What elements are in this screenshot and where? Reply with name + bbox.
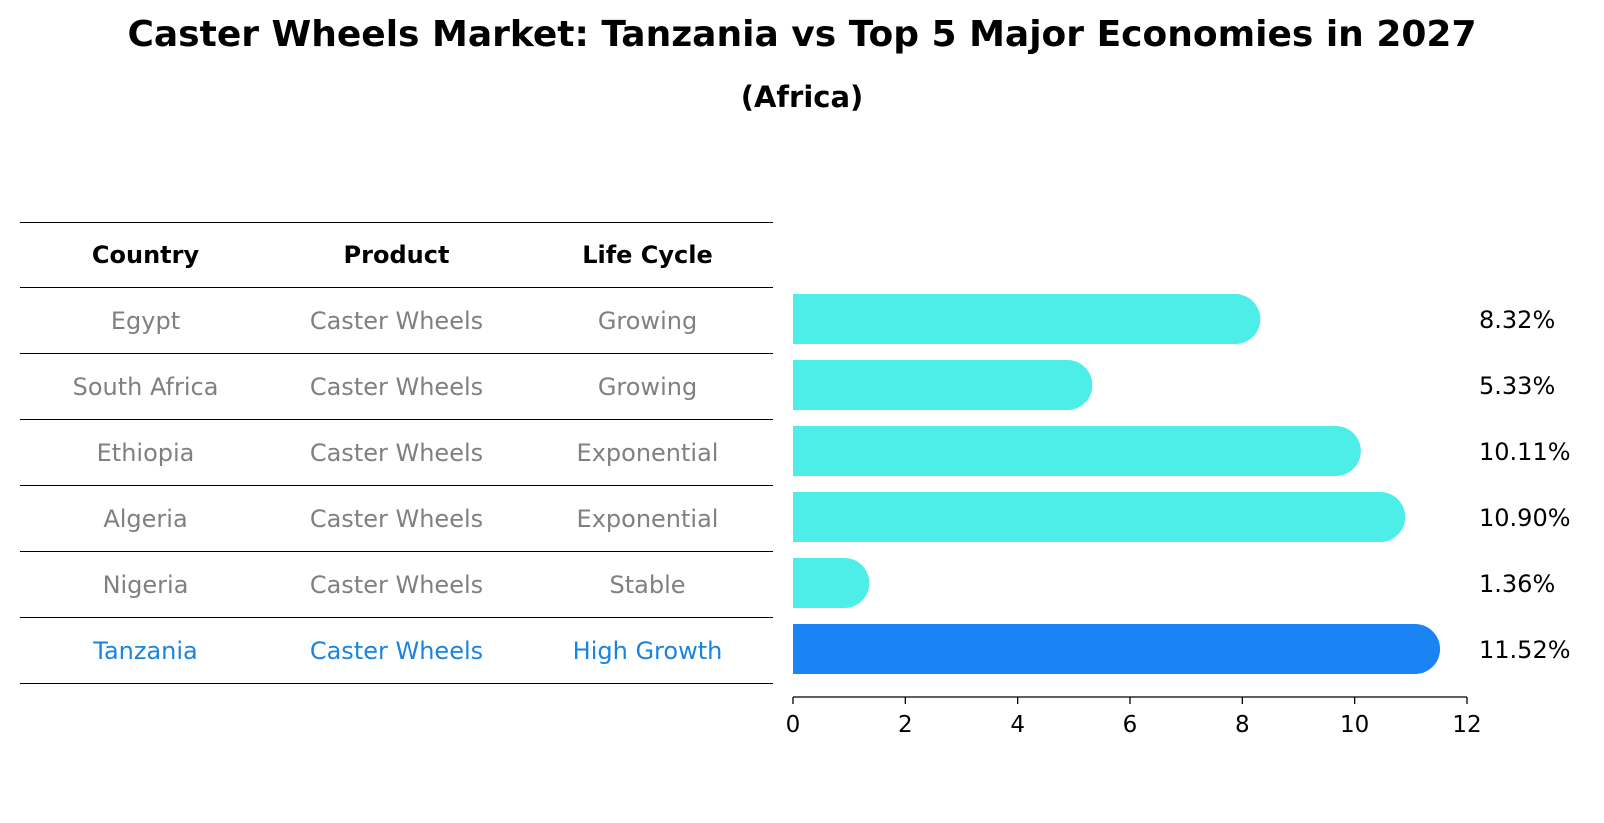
table-header-row: Country Product Life Cycle	[20, 222, 773, 288]
bar-value-label: 10.11%	[1479, 438, 1571, 466]
x-tick-label: 4	[1010, 712, 1025, 738]
product-cell: Caster Wheels	[309, 438, 484, 467]
country-cell: Egypt	[110, 306, 181, 335]
country-cell: South Africa	[72, 372, 219, 401]
bar	[793, 294, 1261, 344]
life-cycle-cell: Growing	[597, 372, 698, 401]
bar	[793, 558, 870, 608]
life-cycle-cell: Exponential	[576, 438, 719, 467]
header-product: Product	[343, 241, 450, 269]
life-cycle-cell: Exponential	[576, 504, 719, 533]
header-life-cycle: Life Cycle	[582, 241, 713, 269]
header-country: Country	[91, 241, 200, 269]
x-tick-label: 0	[786, 712, 801, 738]
country-cell: Nigeria	[102, 570, 189, 599]
country-cell: Tanzania	[93, 636, 198, 665]
product-cell: Caster Wheels	[309, 504, 484, 533]
x-tick-label: 6	[1123, 712, 1138, 738]
table-row: Nigeria Caster Wheels Stable	[20, 552, 773, 618]
bar-value-label: 11.52%	[1479, 636, 1571, 664]
bar-value-label: 1.36%	[1479, 570, 1555, 598]
product-cell: Caster Wheels	[309, 306, 484, 335]
chart-title: Caster Wheels Market: Tanzania vs Top 5 …	[127, 14, 1477, 55]
chart-subtitle: (Africa)	[740, 80, 864, 114]
life-cycle-cell: High Growth	[572, 636, 723, 665]
x-tick-label: 2	[898, 712, 913, 738]
bar-value-label: 5.33%	[1479, 372, 1555, 400]
bar	[793, 492, 1406, 542]
table-row: South Africa Caster Wheels Growing	[20, 354, 773, 420]
bar-value-label: 10.90%	[1479, 504, 1571, 532]
table-row: Egypt Caster Wheels Growing	[20, 288, 773, 354]
country-cell: Algeria	[103, 504, 188, 533]
life-cycle-cell: Stable	[609, 570, 686, 599]
x-tick-label: 12	[1452, 712, 1481, 738]
table-row-highlighted: Tanzania Caster Wheels High Growth	[20, 618, 773, 684]
table-row: Ethiopia Caster Wheels Exponential	[20, 420, 773, 486]
bar	[793, 360, 1093, 410]
bar	[793, 426, 1361, 476]
x-tick-label: 10	[1340, 712, 1369, 738]
table-row: Algeria Caster Wheels Exponential	[20, 486, 773, 552]
data-table: Country Product Life Cycle Egypt Caster …	[20, 222, 773, 684]
bar	[793, 624, 1441, 674]
product-cell: Caster Wheels	[309, 636, 484, 665]
life-cycle-cell: Growing	[597, 306, 698, 335]
product-cell: Caster Wheels	[309, 372, 484, 401]
x-tick-label: 8	[1235, 712, 1250, 738]
product-cell: Caster Wheels	[309, 570, 484, 599]
country-cell: Ethiopia	[96, 438, 195, 467]
bar-value-label: 8.32%	[1479, 306, 1555, 334]
